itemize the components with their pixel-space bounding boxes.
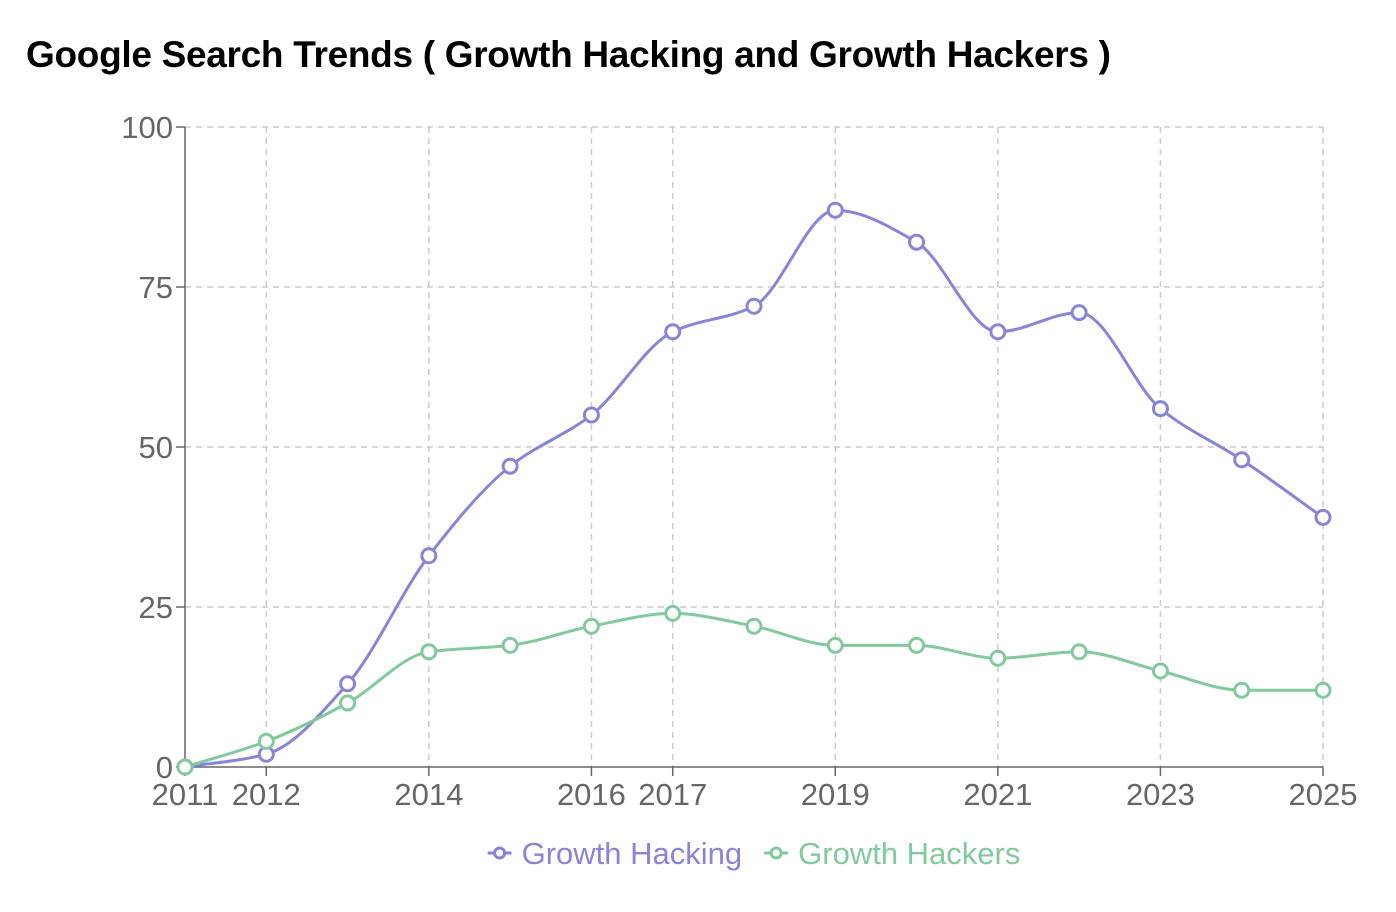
data-point[interactable] [1070,643,1088,661]
data-point[interactable] [1314,508,1332,526]
axes: 0 25 50 75 100 2011 2012 2014 2016 2017 2019 2021 20… [121,110,1357,812]
legend-label: Growth Hacking [522,836,743,871]
y-tick-label: 100 [121,110,173,145]
data-point[interactable] [1314,681,1332,699]
data-point[interactable] [745,297,763,315]
x-tick-label: 2021 [963,777,1032,812]
data-point[interactable] [1151,662,1169,680]
data-point[interactable] [420,643,438,661]
data-point[interactable] [1151,400,1169,418]
data-point[interactable] [1070,304,1088,322]
data-point[interactable] [1233,681,1251,699]
data-point[interactable] [1233,451,1251,469]
chart-title: Google Search Trends ( Growth Hacking an… [26,34,1111,75]
data-point[interactable] [989,649,1007,667]
y-tick-label: 25 [139,590,173,625]
legend-marker-icon [493,846,507,860]
series-line-1 [184,611,1323,769]
x-tick-label: 2012 [232,777,301,812]
series-1 [184,611,1323,769]
data-point[interactable] [745,617,763,635]
data-point[interactable] [664,323,682,341]
x-tick-label: 2025 [1289,777,1358,812]
data-point[interactable] [826,636,844,654]
legend-item-1[interactable]: Growth Hackers [764,836,1020,871]
y-tick-label: 50 [139,430,173,465]
data-point[interactable] [826,201,844,219]
legend[interactable]: Growth Hacking Growth Hackers [487,836,1021,871]
data-point[interactable] [257,732,275,750]
data-point[interactable] [501,457,519,475]
data-point[interactable] [582,617,600,635]
data-point[interactable] [908,233,926,251]
data-point[interactable] [989,323,1007,341]
series [176,201,1332,776]
x-tick-label: 2016 [557,777,626,812]
data-point[interactable] [501,636,519,654]
legend-marker-icon [769,846,783,860]
grid [185,126,1324,767]
legend-label: Growth Hackers [798,836,1020,871]
data-point[interactable] [176,758,194,776]
y-tick-label: 75 [139,270,173,305]
series-points-0 [176,201,1332,776]
series-points-1 [176,604,1332,776]
x-tick-label: 2017 [638,777,707,812]
x-tick-label: 2014 [394,777,463,812]
legend-item-0[interactable]: Growth Hacking [487,836,743,871]
x-tick-label: 2019 [801,777,870,812]
data-point[interactable] [339,675,357,693]
y-tick-label: 0 [156,750,173,785]
data-point[interactable] [339,694,357,712]
data-point[interactable] [664,604,682,622]
x-tick-label: 2023 [1126,777,1195,812]
data-point[interactable] [420,547,438,565]
data-point[interactable] [908,636,926,654]
data-point[interactable] [582,406,600,424]
x-tick-label: 2011 [152,777,219,812]
